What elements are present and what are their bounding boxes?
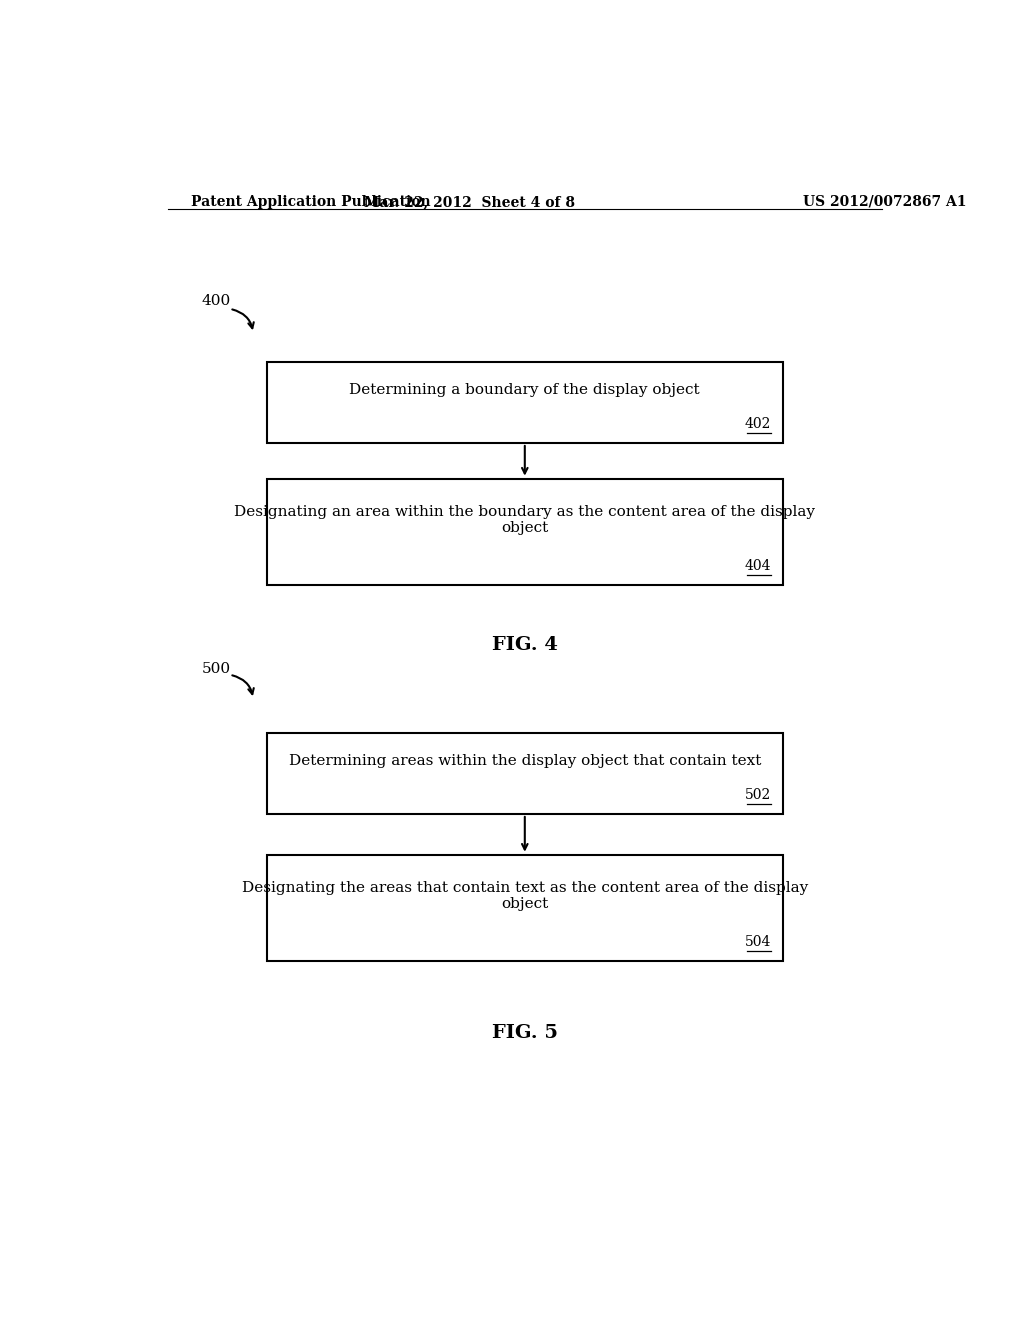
Text: 402: 402 — [744, 417, 771, 430]
Text: 504: 504 — [744, 935, 771, 949]
Text: FIG. 4: FIG. 4 — [492, 636, 558, 655]
FancyBboxPatch shape — [267, 362, 782, 444]
Text: US 2012/0072867 A1: US 2012/0072867 A1 — [803, 195, 966, 209]
Text: Determining a boundary of the display object: Determining a boundary of the display ob… — [349, 383, 700, 397]
Text: 404: 404 — [744, 560, 771, 573]
Text: 400: 400 — [202, 293, 231, 308]
FancyBboxPatch shape — [267, 733, 782, 814]
Text: FIG. 5: FIG. 5 — [492, 1024, 558, 1043]
FancyBboxPatch shape — [267, 479, 782, 585]
Text: Mar. 22, 2012  Sheet 4 of 8: Mar. 22, 2012 Sheet 4 of 8 — [364, 195, 574, 209]
Text: Determining areas within the display object that contain text: Determining areas within the display obj… — [289, 754, 761, 768]
FancyBboxPatch shape — [267, 854, 782, 961]
Text: 500: 500 — [202, 661, 231, 676]
Text: Designating the areas that contain text as the content area of the display
objec: Designating the areas that contain text … — [242, 880, 808, 911]
Text: 502: 502 — [744, 788, 771, 801]
Text: Designating an area within the boundary as the content area of the display
objec: Designating an area within the boundary … — [234, 504, 815, 535]
Text: Patent Application Publication: Patent Application Publication — [191, 195, 431, 209]
